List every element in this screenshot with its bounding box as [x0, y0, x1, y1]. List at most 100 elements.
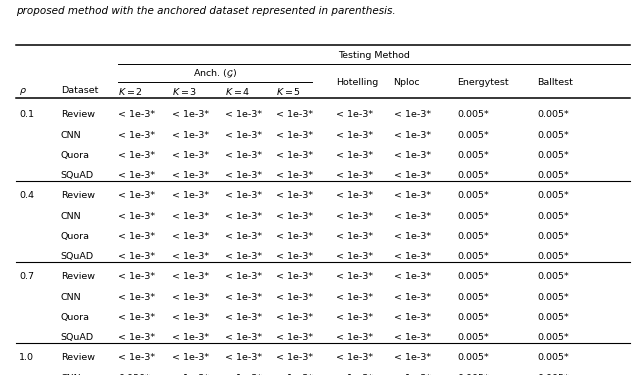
Text: < 1e-3*: < 1e-3*	[394, 252, 431, 261]
Text: < 1e-3*: < 1e-3*	[172, 374, 209, 375]
Text: < 1e-3*: < 1e-3*	[276, 211, 314, 220]
Text: Review: Review	[61, 110, 95, 119]
Text: < 1e-3*: < 1e-3*	[225, 211, 262, 220]
Text: < 1e-3*: < 1e-3*	[394, 353, 431, 362]
Text: < 1e-3*: < 1e-3*	[172, 232, 209, 241]
Text: 0.005*: 0.005*	[458, 211, 490, 220]
Text: SQuAD: SQuAD	[61, 252, 94, 261]
Text: < 1e-3*: < 1e-3*	[276, 171, 314, 180]
Text: < 1e-3*: < 1e-3*	[225, 353, 262, 362]
Text: < 1e-3*: < 1e-3*	[276, 191, 314, 200]
Text: < 1e-3*: < 1e-3*	[118, 191, 156, 200]
Text: 0.005*: 0.005*	[538, 313, 570, 322]
Text: 0.005*: 0.005*	[458, 353, 490, 362]
Text: 0.1: 0.1	[19, 110, 34, 119]
Text: 0.005*: 0.005*	[458, 171, 490, 180]
Text: < 1e-3*: < 1e-3*	[118, 130, 156, 140]
Text: CNN: CNN	[61, 211, 81, 220]
Text: < 1e-3*: < 1e-3*	[336, 374, 373, 375]
Text: 0.005*: 0.005*	[458, 232, 490, 241]
Text: < 1e-3*: < 1e-3*	[118, 292, 156, 302]
Text: < 1e-3*: < 1e-3*	[225, 313, 262, 322]
Text: < 1e-3*: < 1e-3*	[118, 252, 156, 261]
Text: < 1e-3*: < 1e-3*	[336, 252, 373, 261]
Text: < 1e-3*: < 1e-3*	[276, 333, 314, 342]
Text: < 1e-3*: < 1e-3*	[336, 171, 373, 180]
Text: Quora: Quora	[61, 232, 90, 241]
Text: Review: Review	[61, 353, 95, 362]
Text: 0.005*: 0.005*	[538, 130, 570, 140]
Text: < 1e-3*: < 1e-3*	[172, 191, 209, 200]
Text: < 1e-3*: < 1e-3*	[172, 110, 209, 119]
Text: < 1e-3*: < 1e-3*	[276, 130, 314, 140]
Text: $K=2$: $K=2$	[118, 86, 143, 97]
Text: < 1e-3*: < 1e-3*	[172, 313, 209, 322]
Text: SQuAD: SQuAD	[61, 171, 94, 180]
Text: < 1e-3*: < 1e-3*	[118, 272, 156, 281]
Text: Review: Review	[61, 191, 95, 200]
Text: 0.005*: 0.005*	[458, 252, 490, 261]
Text: < 1e-3*: < 1e-3*	[225, 110, 262, 119]
Text: 0.005*: 0.005*	[458, 272, 490, 281]
Text: $K=3$: $K=3$	[172, 86, 196, 97]
Text: < 1e-3*: < 1e-3*	[172, 272, 209, 281]
Text: < 1e-3*: < 1e-3*	[394, 110, 431, 119]
Text: 0.005*: 0.005*	[538, 110, 570, 119]
Text: proposed method with the anchored dataset represented in parenthesis.: proposed method with the anchored datase…	[16, 6, 396, 16]
Text: < 1e-3*: < 1e-3*	[336, 191, 373, 200]
Text: < 1e-3*: < 1e-3*	[172, 151, 209, 160]
Text: < 1e-3*: < 1e-3*	[276, 252, 314, 261]
Text: < 1e-3*: < 1e-3*	[394, 232, 431, 241]
Text: < 1e-3*: < 1e-3*	[225, 151, 262, 160]
Text: Testing Method: Testing Method	[339, 51, 410, 60]
Text: < 1e-3*: < 1e-3*	[394, 191, 431, 200]
Text: CNN: CNN	[61, 130, 81, 140]
Text: < 1e-3*: < 1e-3*	[394, 130, 431, 140]
Text: < 1e-3*: < 1e-3*	[225, 191, 262, 200]
Text: < 1e-3*: < 1e-3*	[336, 353, 373, 362]
Text: < 1e-3*: < 1e-3*	[225, 232, 262, 241]
Text: 0.005*: 0.005*	[458, 191, 490, 200]
Text: < 1e-3*: < 1e-3*	[336, 313, 373, 322]
Text: Hotelling: Hotelling	[336, 78, 378, 87]
Text: 0.005*: 0.005*	[458, 333, 490, 342]
Text: < 1e-3*: < 1e-3*	[276, 232, 314, 241]
Text: < 1e-3*: < 1e-3*	[118, 110, 156, 119]
Text: < 1e-3*: < 1e-3*	[225, 374, 262, 375]
Text: 0.005*: 0.005*	[458, 313, 490, 322]
Text: < 1e-3*: < 1e-3*	[118, 313, 156, 322]
Text: < 1e-3*: < 1e-3*	[276, 353, 314, 362]
Text: < 1e-3*: < 1e-3*	[225, 130, 262, 140]
Text: < 1e-3*: < 1e-3*	[172, 130, 209, 140]
Text: < 1e-3*: < 1e-3*	[172, 171, 209, 180]
Text: 0.005*: 0.005*	[538, 272, 570, 281]
Text: 0.005*: 0.005*	[458, 130, 490, 140]
Text: < 1e-3*: < 1e-3*	[336, 272, 373, 281]
Text: < 1e-3*: < 1e-3*	[336, 151, 373, 160]
Text: < 1e-3*: < 1e-3*	[394, 292, 431, 302]
Text: $\rho$: $\rho$	[19, 86, 27, 97]
Text: < 1e-3*: < 1e-3*	[276, 292, 314, 302]
Text: < 1e-3*: < 1e-3*	[336, 232, 373, 241]
Text: Nploc: Nploc	[394, 78, 420, 87]
Text: < 1e-3*: < 1e-3*	[276, 110, 314, 119]
Text: $K=5$: $K=5$	[276, 86, 301, 97]
Text: < 1e-3*: < 1e-3*	[394, 313, 431, 322]
Text: < 1e-3*: < 1e-3*	[172, 333, 209, 342]
Text: < 1e-3*: < 1e-3*	[276, 313, 314, 322]
Text: < 1e-3*: < 1e-3*	[118, 333, 156, 342]
Text: Review: Review	[61, 272, 95, 281]
Text: 0.005*: 0.005*	[538, 292, 570, 302]
Text: < 1e-3*: < 1e-3*	[225, 272, 262, 281]
Text: < 1e-3*: < 1e-3*	[172, 292, 209, 302]
Text: < 1e-3*: < 1e-3*	[118, 232, 156, 241]
Text: < 1e-3*: < 1e-3*	[118, 211, 156, 220]
Text: < 1e-3*: < 1e-3*	[118, 353, 156, 362]
Text: CNN: CNN	[61, 374, 81, 375]
Text: < 1e-3*: < 1e-3*	[276, 151, 314, 160]
Text: < 1e-3*: < 1e-3*	[336, 333, 373, 342]
Text: < 1e-3*: < 1e-3*	[336, 292, 373, 302]
Text: < 1e-3*: < 1e-3*	[118, 151, 156, 160]
Text: 1.0: 1.0	[19, 353, 34, 362]
Text: < 1e-3*: < 1e-3*	[225, 292, 262, 302]
